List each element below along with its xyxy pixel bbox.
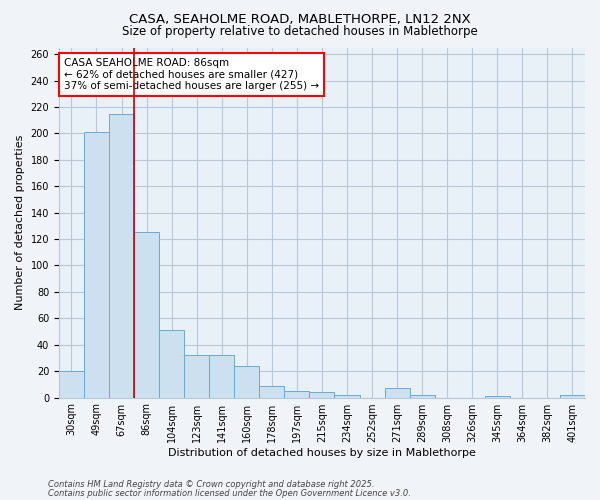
Bar [284,391,310,398]
Y-axis label: Number of detached properties: Number of detached properties [15,135,25,310]
Bar [209,356,234,398]
Bar [259,386,284,398]
Bar [334,395,359,398]
Bar [234,366,259,398]
Bar [485,396,510,398]
Bar [560,395,585,398]
Text: CASA, SEAHOLME ROAD, MABLETHORPE, LN12 2NX: CASA, SEAHOLME ROAD, MABLETHORPE, LN12 2… [129,12,471,26]
Bar [385,388,410,398]
Text: Contains HM Land Registry data © Crown copyright and database right 2025.: Contains HM Land Registry data © Crown c… [48,480,374,489]
Text: CASA SEAHOLME ROAD: 86sqm
← 62% of detached houses are smaller (427)
37% of semi: CASA SEAHOLME ROAD: 86sqm ← 62% of detac… [64,58,319,91]
Bar [134,232,159,398]
Bar [59,371,84,398]
Text: Size of property relative to detached houses in Mablethorpe: Size of property relative to detached ho… [122,25,478,38]
X-axis label: Distribution of detached houses by size in Mablethorpe: Distribution of detached houses by size … [168,448,476,458]
Bar [410,395,434,398]
Bar [310,392,334,398]
Bar [109,114,134,398]
Bar [159,330,184,398]
Bar [84,132,109,398]
Text: Contains public sector information licensed under the Open Government Licence v3: Contains public sector information licen… [48,489,411,498]
Bar [184,356,209,398]
